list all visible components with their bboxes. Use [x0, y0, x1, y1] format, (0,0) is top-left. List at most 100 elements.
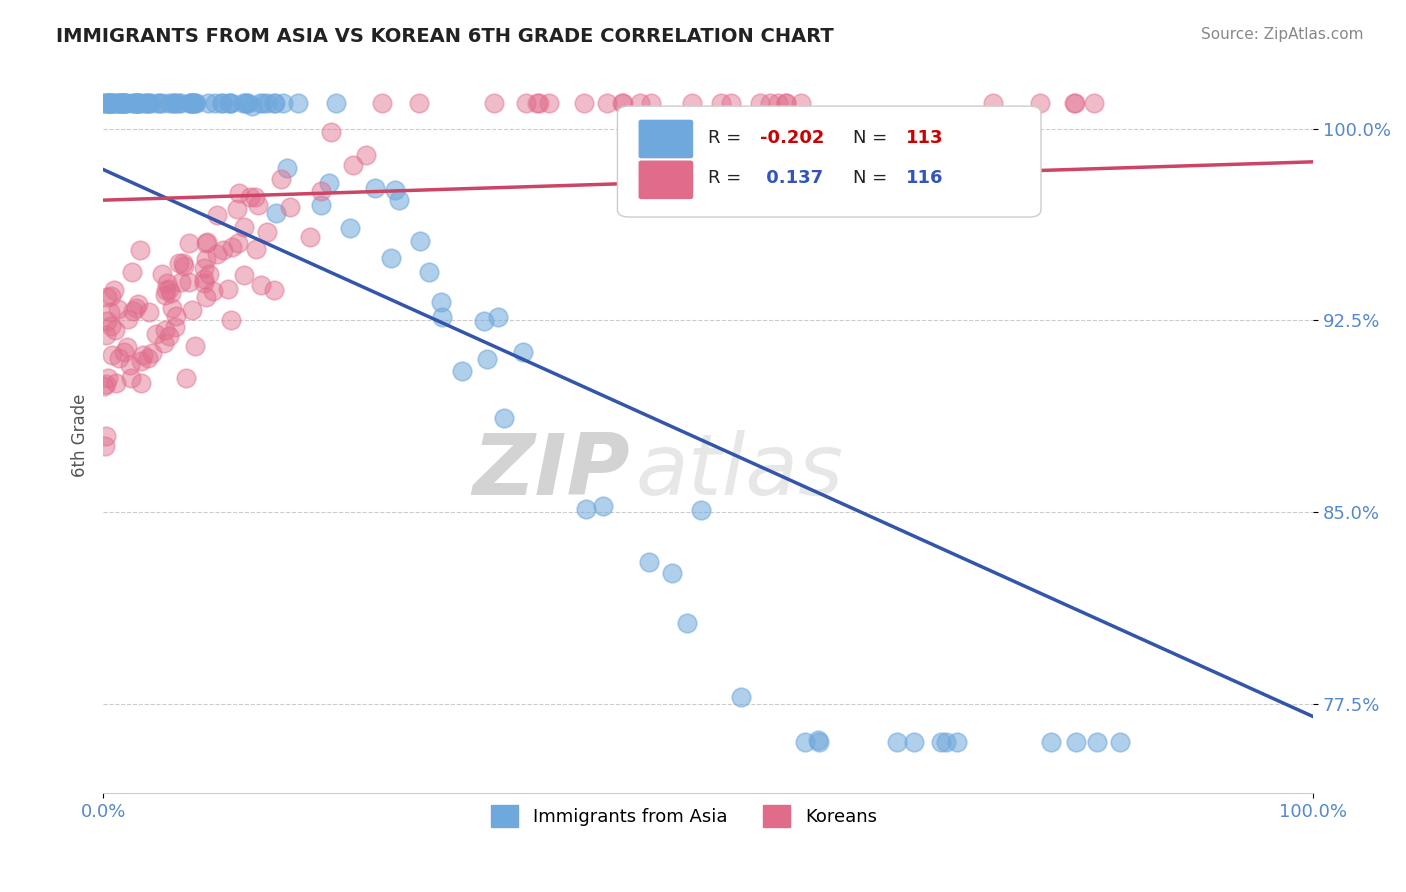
Point	[748, 95, 770, 110]
Point	[141, 346, 163, 360]
Point	[219, 95, 242, 110]
Point	[136, 95, 159, 110]
Point	[201, 285, 224, 299]
Text: R =: R =	[709, 169, 754, 187]
Point	[96, 377, 118, 392]
Point	[127, 297, 149, 311]
Point	[1040, 735, 1063, 749]
Point	[681, 95, 703, 110]
Point	[538, 95, 561, 110]
Point	[1109, 735, 1132, 749]
Point	[193, 272, 215, 286]
Point	[97, 95, 120, 110]
Point	[935, 735, 957, 749]
Point	[250, 278, 273, 293]
Point	[181, 95, 204, 110]
Point	[512, 345, 534, 359]
Point	[103, 283, 125, 297]
Point	[120, 371, 142, 385]
Point	[138, 305, 160, 319]
Point	[232, 219, 254, 234]
Point	[194, 290, 217, 304]
Point	[174, 371, 197, 385]
Point	[339, 220, 361, 235]
Point	[730, 690, 752, 705]
Point	[165, 309, 187, 323]
Point	[309, 198, 332, 212]
Y-axis label: 6th Grade: 6th Grade	[72, 393, 89, 477]
Point	[160, 301, 183, 315]
Point	[430, 295, 453, 310]
Point	[263, 283, 285, 297]
Point	[690, 503, 713, 517]
Point	[163, 95, 186, 110]
Point	[96, 95, 118, 110]
Point	[153, 288, 176, 302]
Point	[111, 95, 134, 110]
Point	[107, 95, 129, 110]
Point	[228, 186, 250, 200]
Point	[179, 275, 201, 289]
Point	[218, 95, 240, 110]
Point	[129, 354, 152, 368]
Point	[177, 236, 200, 251]
Point	[232, 268, 254, 282]
Point	[115, 340, 138, 354]
Point	[167, 95, 190, 110]
Point	[239, 189, 262, 203]
Point	[181, 302, 204, 317]
Legend: Immigrants from Asia, Koreans: Immigrants from Asia, Koreans	[484, 798, 884, 834]
Point	[204, 95, 226, 110]
Point	[226, 202, 249, 216]
Point	[492, 410, 515, 425]
Point	[129, 244, 152, 258]
Point	[122, 95, 145, 110]
Point	[155, 283, 177, 297]
Point	[121, 265, 143, 279]
Point	[529, 95, 551, 110]
Point	[117, 312, 139, 326]
Point	[104, 376, 127, 390]
Point	[793, 735, 815, 749]
Point	[169, 95, 191, 110]
Point	[252, 95, 274, 110]
Point	[108, 95, 131, 110]
Point	[768, 95, 790, 110]
Point	[94, 429, 117, 443]
Point	[179, 95, 201, 110]
Point	[240, 99, 263, 113]
Point	[195, 236, 218, 251]
Point	[93, 378, 115, 392]
Point	[183, 95, 205, 110]
Point	[100, 288, 122, 302]
Point	[318, 176, 340, 190]
Text: ZIP: ZIP	[472, 430, 630, 513]
Point	[661, 566, 683, 580]
Point	[486, 310, 509, 325]
Point	[100, 95, 122, 110]
Point	[93, 95, 115, 110]
Point	[380, 251, 402, 265]
Point	[159, 285, 181, 300]
Point	[94, 439, 117, 453]
Point	[1029, 95, 1052, 110]
Point	[180, 95, 202, 110]
Point	[184, 95, 207, 110]
Point	[118, 358, 141, 372]
Point	[157, 95, 180, 110]
Point	[384, 183, 406, 197]
Point	[97, 95, 120, 110]
Point	[96, 327, 118, 342]
Point	[775, 95, 797, 110]
Point	[596, 95, 619, 110]
Point	[108, 95, 131, 110]
Point	[162, 95, 184, 110]
Point	[153, 323, 176, 337]
Point	[179, 95, 201, 110]
Point	[807, 733, 830, 747]
Point	[526, 95, 548, 110]
Text: 0.137: 0.137	[761, 169, 824, 187]
Point	[167, 256, 190, 270]
Point	[139, 95, 162, 110]
Point	[226, 236, 249, 251]
